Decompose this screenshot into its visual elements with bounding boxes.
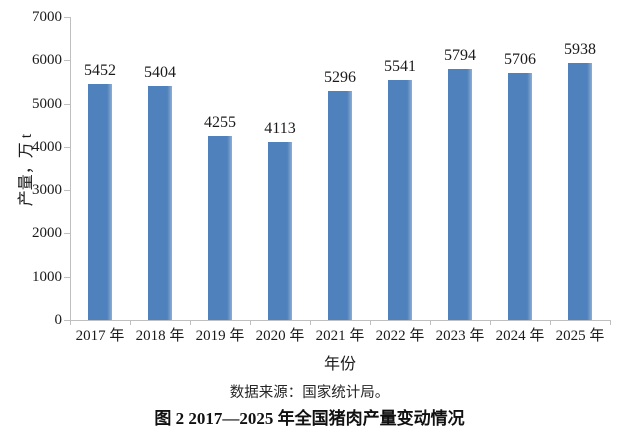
bar bbox=[208, 136, 232, 320]
x-tick-label: 2023 年 bbox=[435, 328, 485, 344]
x-tick-mark bbox=[430, 321, 431, 325]
y-tick-label: 7000 bbox=[32, 9, 62, 25]
y-tick-mark bbox=[64, 147, 70, 148]
bar-value-label: 4255 bbox=[204, 114, 236, 131]
x-tick-label: 2020 年 bbox=[255, 328, 305, 344]
y-tick-mark bbox=[64, 277, 70, 278]
x-tick-label: 2019 年 bbox=[195, 328, 245, 344]
x-tick-mark bbox=[70, 321, 71, 325]
y-tick-mark bbox=[64, 190, 70, 191]
bar bbox=[568, 63, 592, 320]
y-tick-label: 5000 bbox=[32, 96, 62, 112]
y-tick-label: 2000 bbox=[32, 225, 62, 241]
y-tick-label: 6000 bbox=[32, 52, 62, 68]
bar bbox=[388, 80, 412, 320]
bar-value-label: 5541 bbox=[384, 58, 416, 75]
bar bbox=[508, 73, 532, 320]
y-tick-mark bbox=[64, 60, 70, 61]
bar bbox=[328, 91, 352, 320]
y-tick-label: 1000 bbox=[32, 269, 62, 285]
y-tick-label: 4000 bbox=[32, 139, 62, 155]
x-tick-mark bbox=[550, 321, 551, 325]
y-tick-mark bbox=[64, 320, 70, 321]
bar bbox=[148, 86, 172, 320]
y-tick-label: 0 bbox=[54, 312, 63, 328]
x-tick-label: 2022 年 bbox=[375, 328, 425, 344]
x-tick-label: 2024 年 bbox=[495, 328, 545, 344]
bar-value-label: 5452 bbox=[84, 62, 116, 79]
y-tick-label: 3000 bbox=[32, 182, 62, 198]
x-tick-mark bbox=[250, 321, 251, 325]
bar-value-label: 4113 bbox=[264, 120, 296, 137]
x-tick-mark bbox=[310, 321, 311, 325]
x-tick-mark bbox=[490, 321, 491, 325]
bar-value-label: 5296 bbox=[324, 69, 356, 86]
bar bbox=[448, 69, 472, 320]
bar-value-label: 5706 bbox=[504, 51, 536, 68]
y-tick-mark bbox=[64, 233, 70, 234]
x-tick-mark bbox=[610, 321, 611, 325]
data-source-note: 数据来源：国家统计局。 bbox=[229, 385, 390, 401]
plot-area bbox=[70, 17, 611, 321]
x-tick-label: 2017 年 bbox=[75, 328, 125, 344]
y-tick-mark bbox=[64, 17, 70, 18]
x-tick-mark bbox=[370, 321, 371, 325]
bar-value-label: 5404 bbox=[144, 64, 176, 81]
bar-value-label: 5794 bbox=[444, 47, 476, 64]
x-tick-mark bbox=[130, 321, 131, 325]
y-tick-mark bbox=[64, 104, 70, 105]
bar bbox=[268, 142, 292, 320]
x-axis-title: 年份 bbox=[323, 356, 356, 373]
bar-value-label: 5938 bbox=[564, 41, 596, 58]
x-tick-mark bbox=[190, 321, 191, 325]
x-tick-label: 2021 年 bbox=[315, 328, 365, 344]
x-tick-label: 2018 年 bbox=[135, 328, 185, 344]
x-tick-label: 2025 年 bbox=[555, 328, 605, 344]
figure-caption: 图 2 2017—2025 年全国猪肉产量变动情况 bbox=[154, 409, 465, 428]
bar bbox=[88, 84, 112, 320]
